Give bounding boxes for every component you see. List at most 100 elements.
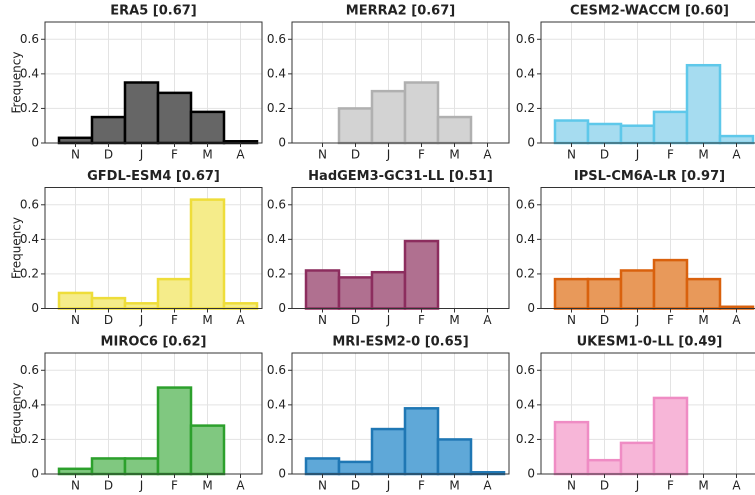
x-tick-label: D: [104, 313, 113, 327]
x-tick-label: N: [318, 313, 327, 327]
x-tick-label: A: [236, 479, 245, 493]
y-tick-label: 0.2: [20, 101, 39, 115]
y-tick-label: 0.2: [516, 101, 535, 115]
x-tick-label: N: [567, 479, 576, 493]
y-tick-label: 0.6: [267, 363, 286, 377]
x-tick-label: F: [667, 313, 674, 327]
x-tick-label: M: [202, 479, 212, 493]
x-tick-label: F: [418, 313, 425, 327]
x-tick-label: A: [732, 148, 741, 162]
x-tick-label: N: [318, 148, 327, 162]
x-tick-label: N: [567, 313, 576, 327]
x-tick-label: F: [418, 479, 425, 493]
x-tick-label: A: [483, 479, 492, 493]
bar: [304, 457, 341, 476]
x-tick-label: F: [171, 313, 178, 327]
x-tick-label: M: [202, 313, 212, 327]
bar: [619, 269, 656, 310]
bar: [586, 122, 623, 145]
y-tick-label: 0.2: [20, 266, 39, 280]
bar: [304, 269, 341, 310]
x-tick-label: D: [600, 313, 609, 327]
y-tick-label: 0: [31, 136, 39, 150]
bar: [553, 119, 590, 145]
bar: [90, 296, 127, 310]
x-tick-label: J: [139, 148, 144, 162]
bar: [652, 258, 689, 310]
x-tick-label: N: [71, 313, 80, 327]
x-tick-label: A: [483, 148, 492, 162]
bar: [156, 277, 193, 310]
x-tick-label: J: [386, 479, 391, 493]
x-tick-label: J: [386, 148, 391, 162]
y-tick-label: 0.2: [267, 266, 286, 280]
x-tick-label: J: [139, 479, 144, 493]
panel-title: IPSL-CM6A-LR [0.97]: [574, 169, 725, 184]
bar: [90, 115, 127, 145]
x-tick-label: D: [351, 313, 360, 327]
plot-frame: [291, 352, 510, 475]
x-tick-label: A: [483, 313, 492, 327]
panel-title: ERA5 [0.67]: [110, 4, 196, 19]
plot-frame: [44, 187, 263, 309]
y-tick-label: 0.4: [267, 232, 286, 246]
panel-title: GFDL-ESM4 [0.67]: [87, 169, 220, 184]
bar: [156, 386, 193, 476]
bar: [189, 424, 226, 476]
plot-frame: [291, 187, 510, 309]
bar: [370, 270, 407, 310]
y-tick-label: 0.4: [516, 66, 535, 80]
x-tick-label: F: [171, 479, 178, 493]
x-tick-label: A: [236, 313, 245, 327]
bar: [619, 124, 656, 145]
bar: [436, 438, 473, 476]
x-tick-label: F: [418, 148, 425, 162]
bar: [337, 276, 374, 310]
x-tick-label: N: [71, 479, 80, 493]
y-tick-label: 0.6: [267, 32, 286, 46]
x-tick-label: J: [635, 479, 640, 493]
bar: [57, 467, 94, 476]
y-tick-label: 0: [527, 467, 535, 481]
bar: [403, 407, 440, 476]
x-tick-label: J: [386, 313, 391, 327]
bar: [370, 89, 407, 145]
y-tick-label: 0.4: [20, 66, 39, 80]
bar: [586, 277, 623, 310]
x-tick-label: N: [71, 148, 80, 162]
x-tick-label: M: [449, 479, 459, 493]
y-tick-label: 0.2: [267, 432, 286, 446]
bar: [370, 427, 407, 476]
bar: [652, 396, 689, 476]
y-tick-label: 0.6: [516, 32, 535, 46]
bar: [123, 457, 160, 476]
plot-frame: [44, 352, 263, 475]
y-tick-label: 0.2: [516, 432, 535, 446]
x-tick-label: F: [171, 148, 178, 162]
y-tick-label: 0: [278, 301, 286, 315]
x-tick-label: M: [449, 313, 459, 327]
plot-frame: [540, 21, 755, 144]
bar: [90, 457, 127, 476]
bar: [189, 110, 226, 145]
y-tick-label: 0.6: [20, 363, 39, 377]
y-tick-label: 0.4: [516, 232, 535, 246]
plot-frame: [291, 21, 510, 144]
bar: [619, 441, 656, 476]
y-tick-label: 0.6: [516, 363, 535, 377]
y-tick-label: 0.2: [20, 432, 39, 446]
panel-title: HadGEM3-GC31-LL [0.51]: [308, 169, 493, 184]
bar: [337, 460, 374, 476]
x-tick-label: M: [449, 148, 459, 162]
x-tick-label: D: [600, 148, 609, 162]
y-axis-label: Frequency: [10, 217, 24, 279]
bar: [189, 198, 226, 310]
bar: [403, 239, 440, 310]
plot-frame: [44, 21, 263, 144]
bar: [553, 277, 590, 310]
y-tick-label: 0.2: [267, 101, 286, 115]
y-tick-label: 0.4: [20, 232, 39, 246]
bar: [436, 115, 473, 145]
